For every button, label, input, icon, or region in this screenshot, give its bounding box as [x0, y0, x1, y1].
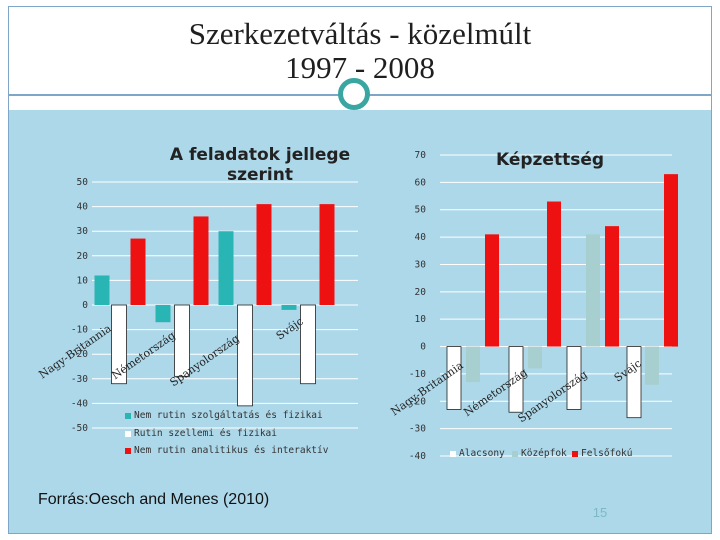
chart0-y-tick-label: -30	[71, 374, 88, 385]
chart1-y-tick-label: -40	[409, 451, 426, 462]
slide-title-line1: Szerkezetváltás - közelmúlt	[188, 16, 532, 51]
chart1-y-tick-label: 70	[415, 150, 427, 161]
chart0-bar-3-2	[319, 204, 335, 305]
slide-frame	[8, 6, 712, 534]
chart1-y-tick-label: 20	[415, 287, 427, 298]
left-legend-item-2: Rutin szellemi és fizikai	[125, 428, 277, 439]
chart1-y-tick-label: 10	[415, 314, 427, 325]
chart1-bar-3-0	[626, 346, 642, 419]
source-citation: Forrás:Oesch and Menes (2010)	[38, 491, 270, 508]
left-legend-swatch-1	[125, 412, 131, 419]
chart0-y-tick-label: 10	[77, 275, 89, 286]
chart0-bar-2-0	[218, 231, 234, 305]
chart1-y-tick-label: 30	[415, 259, 427, 270]
right-legend-item-2: Középfok	[512, 448, 567, 459]
left-legend-swatch-2	[125, 430, 131, 437]
chart0-y-tick-label: 20	[77, 251, 89, 262]
chart1-bar-1-0	[508, 346, 524, 413]
left-legend-label-1: Nem rutin szolgáltatás és fizikai	[134, 410, 323, 421]
chart0-y-tick-label: 40	[77, 202, 89, 213]
chart0-bar-1-2	[193, 216, 209, 305]
chart0-y-tick-label: -40	[71, 398, 88, 409]
chart0-y-tick-label: 0	[82, 300, 88, 311]
chart1-bar-2-1	[586, 234, 600, 347]
page-number: 15	[592, 505, 608, 520]
chart1-y-tick-label: -30	[409, 424, 426, 435]
right-legend-item-1: Alacsony	[450, 448, 505, 459]
right-legend-label-1: Alacsony	[459, 448, 505, 459]
chart0-bar-0-1	[111, 304, 127, 385]
chart1-bar-3-2	[664, 174, 678, 347]
chart1-bar-3-1	[645, 346, 659, 385]
chart1-bar-1-1	[528, 346, 542, 369]
right-legend-swatch-3	[572, 450, 578, 457]
chart0-bar-1-0	[155, 305, 171, 323]
title-circle-ornament	[338, 78, 370, 110]
right-legend-swatch-1	[450, 450, 456, 457]
chart0-bar-1-1	[174, 304, 190, 377]
right-legend-label-3: Felsőfokú	[581, 448, 633, 459]
chart0-bar-3-1	[300, 304, 316, 385]
right-legend-label-2: Középfok	[521, 448, 567, 459]
right-legend-item-3: Felsőfokú	[572, 448, 632, 459]
chart1-bar-2-2	[605, 226, 619, 347]
chart1-bar-1-2	[547, 201, 561, 347]
left-legend-item-1: Nem rutin szolgáltatás és fizikai	[125, 410, 323, 421]
chart0-y-tick-label: -50	[71, 423, 88, 434]
chart1-bar-0-0	[446, 346, 462, 410]
chart1-bar-0-1	[466, 346, 480, 383]
chart0-y-tick-label: 50	[77, 177, 89, 188]
chart1-y-tick-label: 50	[415, 205, 427, 216]
left-legend-item-3: Nem rutin analitikus és interaktív	[125, 445, 328, 456]
left-legend-swatch-3	[125, 447, 131, 454]
right-legend-swatch-2	[512, 450, 518, 457]
chart0-bar-0-0	[94, 275, 110, 305]
chart0-bar-3-0	[281, 305, 297, 310]
left-chart-title: A feladatok jellege szerint	[169, 145, 351, 185]
chart0-y-tick-label: 30	[77, 226, 89, 237]
chart1-y-tick-label: -20	[409, 396, 426, 407]
chart1-bar-2-0	[566, 346, 582, 410]
right-chart-title: Képzettség	[495, 150, 605, 170]
left-legend-label-3: Nem rutin analitikus és interaktív	[134, 445, 329, 456]
chart0-bar-0-2	[130, 238, 146, 305]
chart1-bar-0-2	[485, 234, 499, 347]
chart1-y-tick-label: -10	[409, 369, 426, 380]
chart0-bar-2-2	[256, 204, 272, 305]
chart0-y-tick-label: -10	[71, 325, 88, 336]
left-legend-label-2: Rutin szellemi és fizikai	[134, 428, 277, 439]
chart1-y-tick-label: 40	[415, 232, 427, 243]
chart0-y-tick-label: -20	[71, 349, 88, 360]
chart1-y-tick-label: 60	[415, 177, 427, 188]
chart0-bar-2-1	[237, 304, 253, 407]
chart1-y-tick-label: 0	[420, 342, 426, 353]
